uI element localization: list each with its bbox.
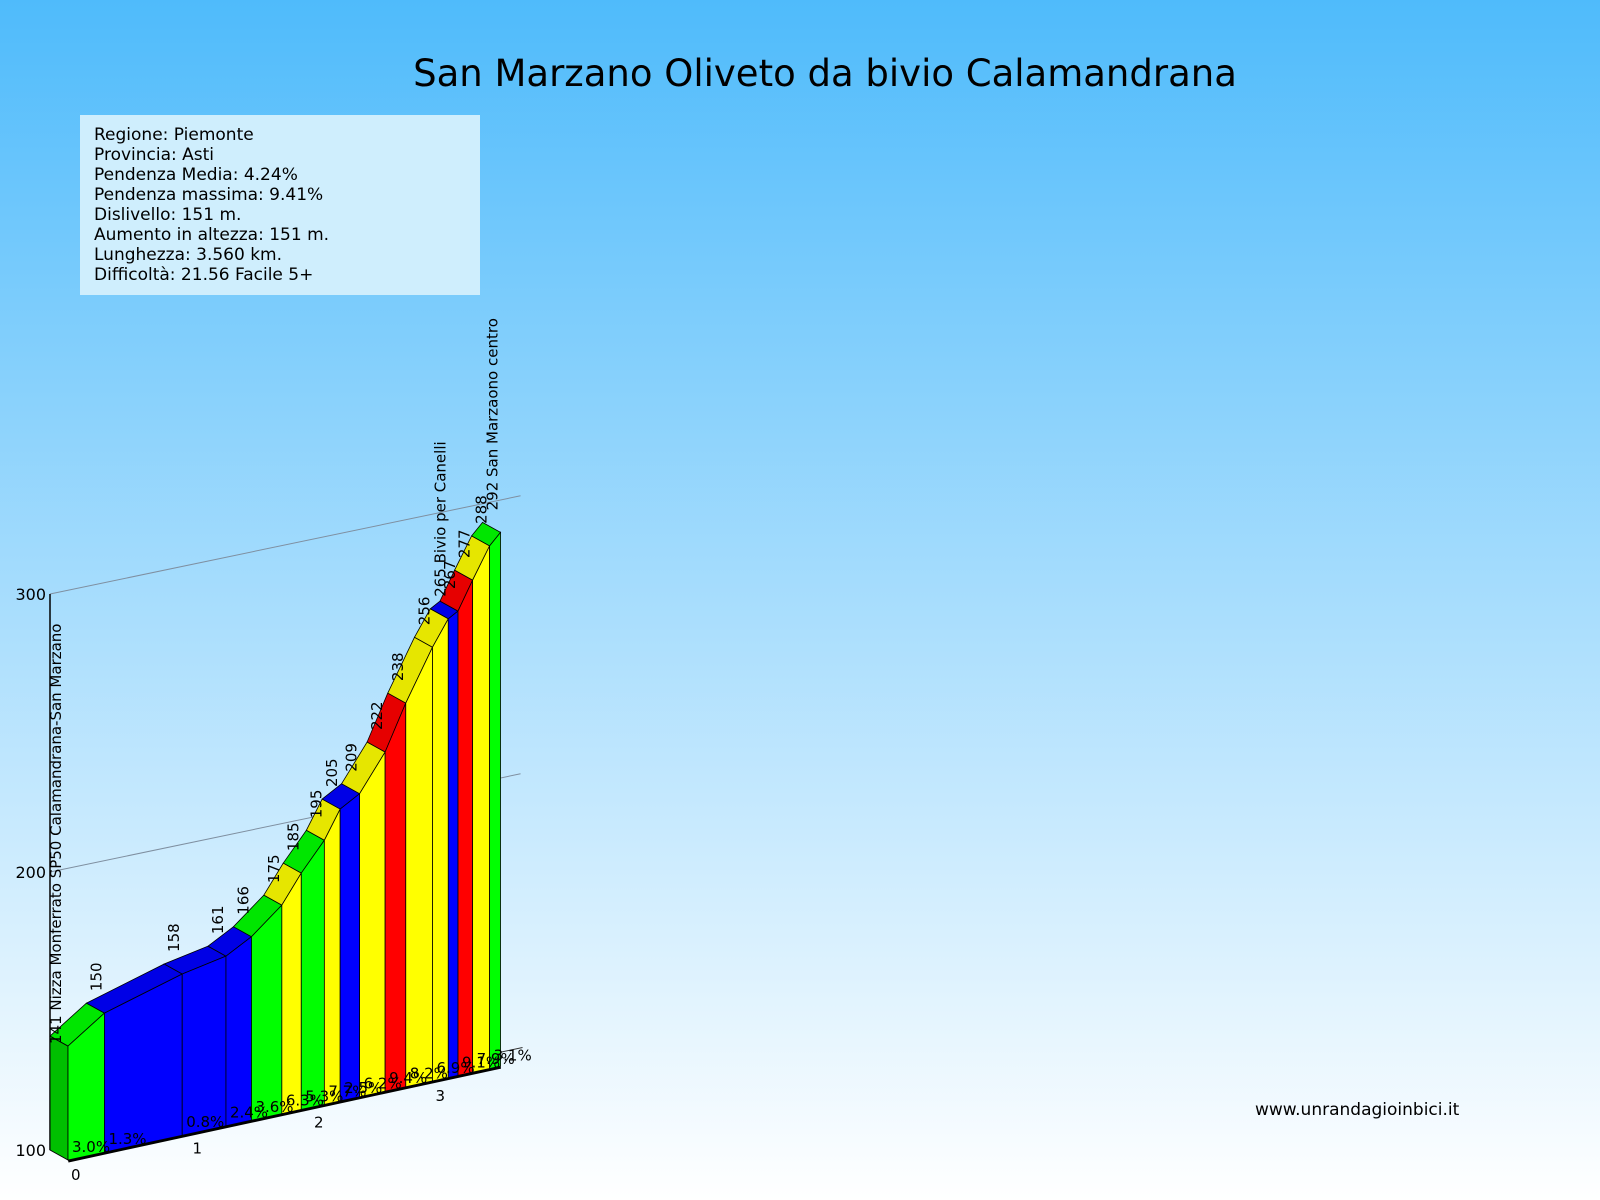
profile-segment xyxy=(472,545,491,1073)
gradient-label: 2.4% xyxy=(230,1104,268,1122)
gradient-label: 7.7% xyxy=(328,1082,366,1100)
profile-segment xyxy=(225,935,252,1127)
info-difficolta: Difficoltà: 21.56 Facile 5+ xyxy=(94,265,314,285)
gradient-label: 9.1% xyxy=(462,1053,500,1071)
altitude-label: 175 xyxy=(265,854,283,883)
x-tick-label: 3 xyxy=(436,1087,446,1105)
profile-segment xyxy=(457,579,473,1076)
gradient-label: 6.2% xyxy=(364,1075,402,1093)
x-tick-label: 1 xyxy=(193,1140,203,1158)
gradient-label: 2.5% xyxy=(344,1079,382,1097)
gradient-label: 1.3% xyxy=(108,1130,146,1148)
altitude-label: 195 xyxy=(307,790,325,819)
profile-segment xyxy=(323,808,341,1105)
altitude-label: 238 xyxy=(389,652,407,681)
profile-segment xyxy=(405,647,433,1088)
profile-segment xyxy=(432,617,449,1082)
profile-segment xyxy=(339,792,361,1102)
info-dislivello: Dislivello: 151 m. xyxy=(94,205,242,225)
profile-segment xyxy=(181,955,227,1136)
profile-segment xyxy=(489,531,501,1070)
gradient-label: 6.3% xyxy=(286,1092,324,1110)
profile-segment xyxy=(281,871,302,1115)
profile-side-face xyxy=(49,1035,69,1161)
info-regione: Regione: Piemonte xyxy=(94,125,254,145)
gradient-label: 8.2% xyxy=(410,1065,448,1083)
altitude-label: 161 xyxy=(209,906,227,935)
altitude-label: 150 xyxy=(87,962,105,991)
altitude-label: 265 Bivio per Canelli xyxy=(431,441,449,596)
profile-segment xyxy=(359,750,386,1098)
gradient-label: 0.8% xyxy=(186,1113,224,1131)
altitude-label: 277 xyxy=(456,530,474,559)
y-tick-label: 100 xyxy=(15,1141,46,1160)
gradient-label: 6.9% xyxy=(437,1059,475,1077)
info-pendenza-massima: Pendenza massima: 9.41% xyxy=(94,185,324,205)
altitude-label: 256 xyxy=(416,597,434,626)
x-tick-label: 0 xyxy=(71,1166,81,1184)
x-tick-label: 2 xyxy=(314,1113,324,1131)
info-box: Regione: Piemonte Provincia: Asti Penden… xyxy=(80,115,480,295)
gradient-label: 3.6% xyxy=(255,1098,293,1116)
website-credit: www.unrandagioinbici.it xyxy=(1255,1100,1460,1120)
altitude-label: 267 xyxy=(441,560,459,589)
gradient-label: 3.0% xyxy=(72,1138,110,1156)
altitude-label: 166 xyxy=(234,886,252,915)
altitude-label: 288 xyxy=(473,495,491,524)
altitude-label: 158 xyxy=(165,923,183,952)
altitude-label: 209 xyxy=(343,743,361,772)
gradient-label: 5.3% xyxy=(305,1087,343,1105)
profile-segment xyxy=(251,904,283,1121)
profile-segment xyxy=(300,839,325,1110)
gradient-label: 3.1% xyxy=(494,1047,532,1065)
profile-segment xyxy=(447,610,459,1078)
y-tick-label: 200 xyxy=(15,863,46,882)
gridline xyxy=(49,495,521,595)
y-tick-label: 300 xyxy=(15,585,46,604)
altitude-label: 205 xyxy=(323,758,341,787)
info-pendenza-media: Pendenza Media: 4.24% xyxy=(94,165,298,185)
info-lunghezza: Lunghezza: 3.560 km. xyxy=(94,245,283,265)
info-provincia: Provincia: Asti xyxy=(94,145,215,165)
altitude-label: 185 xyxy=(284,822,302,851)
chart-title: San Marzano Oliveto da bivio Calamandran… xyxy=(413,52,1237,95)
altitude-label: 292 San Marzaono centro xyxy=(484,318,502,510)
gradient-label: 9.4% xyxy=(389,1069,427,1087)
info-aumento: Aumento in altezza: 151 m. xyxy=(94,225,330,245)
altitude-label: 222 xyxy=(368,701,386,730)
altitude-label: 141 Nizza Monferrato SP50 Calamandrana-S… xyxy=(47,624,65,1045)
profile-segment xyxy=(384,702,407,1092)
gradient-label: 7.9% xyxy=(477,1050,515,1068)
